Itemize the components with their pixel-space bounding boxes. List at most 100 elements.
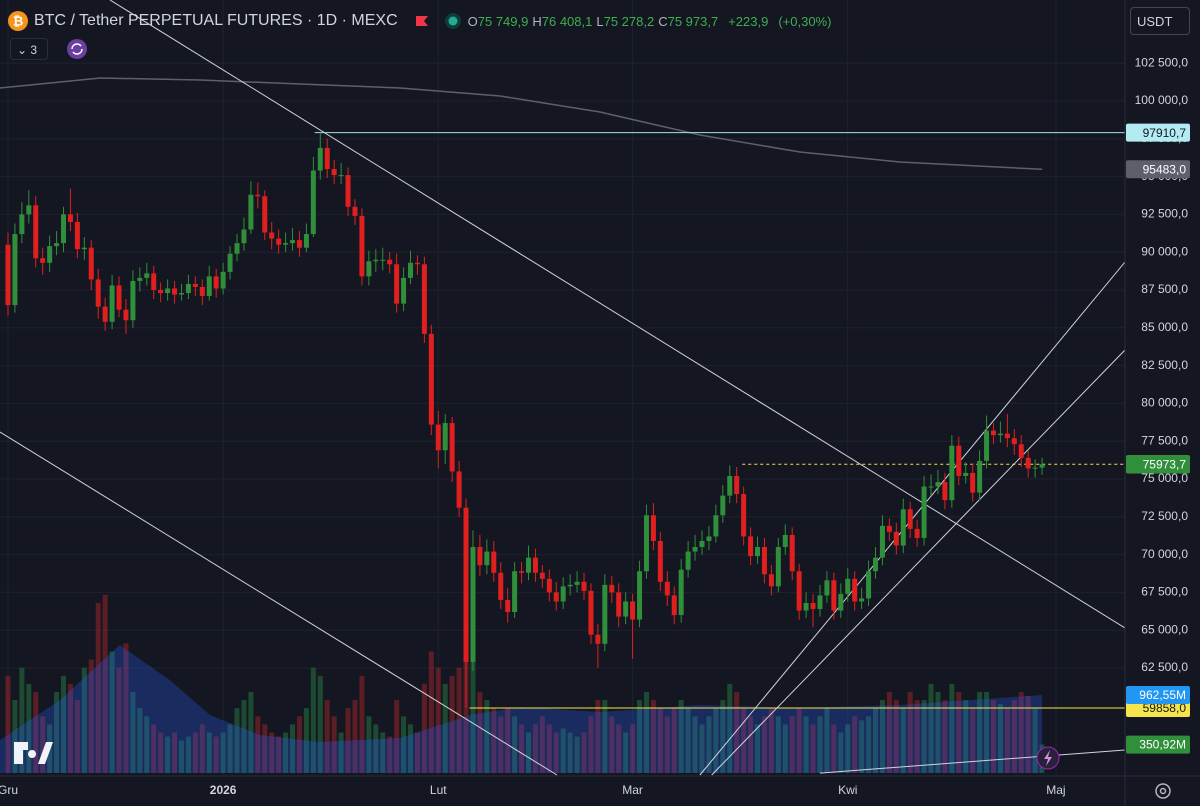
y-tick-label: 77 500,0 (1141, 433, 1188, 447)
candle-body (248, 194, 254, 230)
volume-bar (456, 667, 462, 773)
volume-bar (782, 724, 788, 773)
price-label-bg (1126, 123, 1190, 142)
currency: USDT (1137, 14, 1173, 29)
price-label-bg (1126, 160, 1190, 179)
volume-bar (172, 732, 178, 773)
volume-bar (414, 732, 420, 773)
candle-body (387, 259, 393, 265)
candle-body (33, 205, 39, 259)
candle-body (408, 262, 414, 278)
indicators-toggle[interactable]: ⌄ 3 (10, 38, 48, 60)
candle-body (185, 283, 191, 294)
candle-body (970, 472, 976, 493)
volume-bar (824, 708, 830, 773)
candle-body (734, 475, 740, 495)
candle-body (449, 423, 455, 472)
candle-body (477, 547, 483, 566)
candle-body (74, 221, 80, 250)
trend-line (819, 749, 1125, 774)
ohlc-key: C (658, 13, 668, 29)
candle-body (782, 534, 788, 548)
volume-bar (699, 724, 705, 773)
price-label: 59858,0 (1143, 701, 1187, 715)
volume-bar (949, 683, 955, 773)
candle-body (796, 571, 802, 611)
volume-bar (692, 716, 698, 773)
candle-body (512, 571, 518, 613)
candle-body (296, 240, 302, 248)
candle-body (984, 430, 990, 461)
ohlc: O 75 749,9 H 76 408,1 L 75 278,2 C 75 973,7 (468, 14, 723, 29)
volume-bar (40, 716, 46, 773)
candle-body (1004, 433, 1010, 439)
refresh-icon[interactable] (66, 38, 88, 60)
candle-body (442, 423, 448, 451)
candle-body (1032, 467, 1038, 469)
volume-bar (88, 659, 94, 773)
volume-bar (900, 708, 906, 773)
volume-bar (671, 708, 677, 773)
candle-body (220, 271, 226, 289)
volume-bar (990, 700, 996, 773)
volume-bar (428, 651, 434, 773)
candle-body (907, 509, 913, 529)
candle-body (928, 486, 934, 488)
volume-bar (394, 700, 400, 773)
volume-bar (817, 716, 823, 773)
volume-bar (220, 732, 226, 773)
candle-body (1018, 444, 1024, 458)
x-tick-label: 2026 (210, 783, 237, 797)
volume-bar (609, 716, 615, 773)
y-tick-label: 75 000,0 (1141, 471, 1188, 485)
volume-bar (630, 724, 636, 773)
candle-body (803, 602, 809, 611)
symbol-legend: ₿ BTC / Tether PERPETUAL FUTURES · 1D · … (8, 9, 835, 33)
candle-body (255, 194, 261, 197)
y-tick-label: 82 500,0 (1141, 358, 1188, 372)
candle-body (977, 460, 983, 493)
candle-body (428, 333, 434, 425)
trend-line (0, 431, 558, 776)
settings-button[interactable] (1155, 783, 1171, 799)
candle-body (12, 234, 18, 306)
alert-button[interactable] (1036, 746, 1060, 770)
price-label-bg (1126, 455, 1190, 474)
candle-body (206, 276, 212, 297)
volume-bar (935, 691, 941, 773)
candle-body (866, 571, 872, 599)
price-label-bg (1126, 735, 1190, 754)
volume-bar (213, 736, 219, 773)
candle-body (414, 262, 420, 265)
volume-bar (178, 740, 184, 773)
candle-body (498, 572, 504, 600)
ohlc-key: L (596, 13, 604, 29)
volume-bar (560, 728, 566, 773)
candle-body (963, 472, 969, 476)
candle-body (873, 557, 879, 572)
y-tick-label: 87 500,0 (1141, 282, 1188, 296)
volume-bar (637, 700, 643, 773)
volume-bar (657, 708, 663, 773)
y-tick-label: 80 000,0 (1141, 396, 1188, 410)
volume-bar (838, 732, 844, 773)
volume-bar (387, 736, 393, 773)
volume-bar (942, 700, 948, 773)
candle-body (553, 592, 559, 602)
volume-bar (373, 724, 379, 773)
volume-bar (303, 708, 309, 773)
y-tick-label: 100 000,0 (1135, 93, 1189, 107)
volume-bar (727, 683, 733, 773)
flag-icon[interactable] (414, 14, 430, 28)
volume-bar (408, 724, 414, 773)
y-tick-label: 102 500,0 (1135, 55, 1189, 69)
volume-bar (886, 691, 892, 773)
volume-bar (206, 732, 212, 773)
currency-select[interactable]: USDT (1130, 7, 1190, 35)
price-label: 962,55M (1139, 688, 1186, 702)
candle-body (199, 286, 205, 297)
volume-bar (525, 732, 531, 773)
y-tick-label: 92 500,0 (1141, 207, 1188, 221)
candle-body (151, 273, 157, 290)
